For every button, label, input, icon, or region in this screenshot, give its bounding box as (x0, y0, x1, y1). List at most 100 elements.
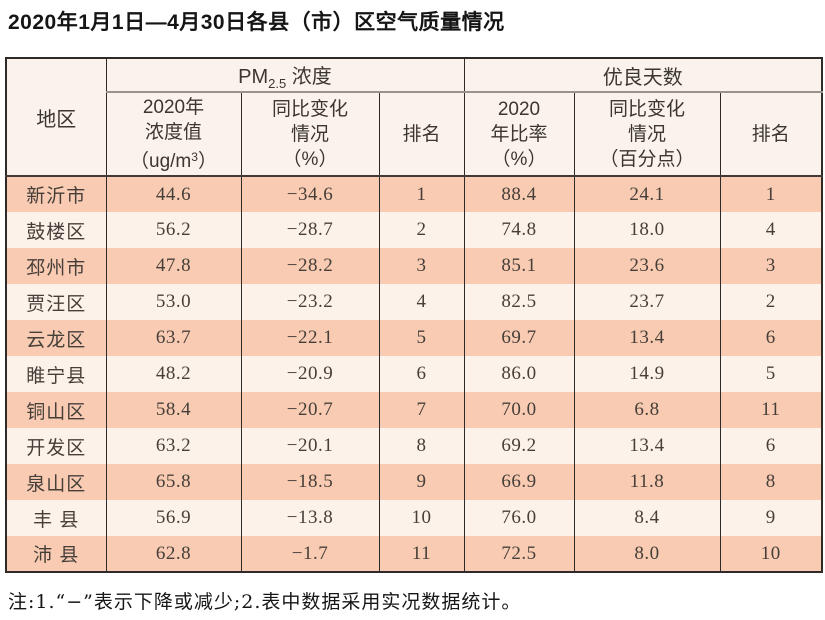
pm25-rank-cell: 6 (378, 356, 465, 393)
header-pm25-value: 2020年 浓度值 （ug/m3） (105, 92, 242, 178)
pm25-value-cell: 63.2 (105, 428, 242, 465)
header-group-pm25: PM2.5 浓度 (105, 58, 465, 94)
table-header: 地区 PM2.5 浓度 优良天数 2020年 浓度值 （ug/m3） 同比变化 … (5, 58, 823, 178)
good-rank-cell: 2 (719, 284, 823, 321)
header-line: 情况 (627, 123, 666, 145)
good-ratio-cell: 72.5 (463, 536, 575, 573)
header-group-good-days: 优良天数 (463, 58, 823, 94)
pm25-change-cell: −20.7 (240, 392, 380, 429)
header-line: 同比变化 (608, 98, 685, 120)
table-row: 贾汪区 53.0 −23.2 4 82.5 23.7 2 (5, 284, 823, 321)
good-ratio-cell: 82.5 (463, 284, 575, 321)
region-cell: 开发区 (5, 428, 107, 465)
pm25-value-cell: 48.2 (105, 356, 242, 393)
header-line: 同比变化 (271, 98, 348, 120)
pm25-value-cell: 58.4 (105, 392, 242, 429)
good-change-cell: 14.9 (573, 356, 721, 393)
pm25-rank-cell: 3 (378, 248, 465, 285)
table-row: 开发区 63.2 −20.1 8 69.2 13.4 6 (5, 428, 823, 465)
pm25-change-cell: −28.2 (240, 248, 380, 285)
region-cell: 邳州市 (5, 248, 107, 285)
good-change-cell: 11.8 (573, 464, 721, 501)
good-change-cell: 6.8 (573, 392, 721, 429)
good-rank-cell: 8 (719, 464, 823, 501)
pm25-value-cell: 56.2 (105, 212, 242, 249)
header-good-change: 同比变化 情况 （百分点） (573, 92, 721, 178)
header-group-row: 地区 PM2.5 浓度 优良天数 (5, 58, 823, 178)
footnote: 注:1.“−”表示下降或减少;2.表中数据采用实况数据统计。 (8, 591, 522, 614)
good-ratio-cell: 88.4 (463, 176, 575, 213)
pm25-value-cell: 56.9 (105, 500, 242, 537)
pm25-change-cell: −23.2 (240, 284, 380, 321)
header-region: 地区 (5, 58, 107, 178)
pm25-value-cell: 62.8 (105, 536, 242, 573)
good-rank-cell: 4 (719, 212, 823, 249)
pm25-change-cell: −20.1 (240, 428, 380, 465)
table-row: 泉山区 65.8 −18.5 9 66.9 11.8 8 (5, 464, 823, 501)
header-line: 年比率 (490, 123, 548, 145)
region-cell: 泉山区 (5, 464, 107, 501)
region-cell: 铜山区 (5, 392, 107, 429)
pm25-rank-cell: 8 (378, 428, 465, 465)
good-rank-cell: 5 (719, 356, 823, 393)
good-rank-cell: 11 (719, 392, 823, 429)
good-change-cell: 8.4 (573, 500, 721, 537)
good-ratio-cell: 69.7 (463, 320, 575, 357)
header-pm25-change: 同比变化 情况 （%） (240, 92, 380, 178)
header-line: （%） (282, 148, 338, 170)
good-ratio-cell: 76.0 (463, 500, 575, 537)
good-rank-cell: 6 (719, 320, 823, 357)
unit-suffix: ） (197, 150, 217, 172)
header-line: （%） (491, 148, 547, 170)
good-ratio-cell: 69.2 (463, 428, 575, 465)
pm25-rank-cell: 7 (378, 392, 465, 429)
pm25-label-suffix: 浓度 (286, 65, 332, 88)
unit-prefix: （ug/m (130, 150, 192, 172)
unit-superscript: 3 (191, 149, 198, 164)
pm25-label-prefix: PM (238, 65, 269, 88)
pm25-value-cell: 47.8 (105, 248, 242, 285)
good-ratio-cell: 66.9 (463, 464, 575, 501)
pm25-change-cell: −13.8 (240, 500, 380, 537)
header-good-rank: 排名 (719, 92, 823, 178)
good-rank-cell: 1 (719, 176, 823, 213)
good-rank-cell: 6 (719, 428, 823, 465)
good-rank-cell: 3 (719, 248, 823, 285)
pm25-change-cell: −20.9 (240, 356, 380, 393)
header-line: （百分点） (599, 148, 695, 170)
good-rank-cell: 10 (719, 536, 823, 573)
pm25-change-cell: −22.1 (240, 320, 380, 357)
pm25-rank-cell: 2 (378, 212, 465, 249)
header-line: 2020年 (142, 96, 205, 118)
table-row: 邳州市 47.8 −28.2 3 85.1 23.6 3 (5, 248, 823, 285)
pm25-value-cell: 53.0 (105, 284, 242, 321)
pm25-rank-cell: 10 (378, 500, 465, 537)
region-cell: 沛 县 (5, 536, 107, 573)
good-rank-cell: 9 (719, 500, 823, 537)
pm25-rank-cell: 1 (378, 176, 465, 213)
header-line: （ug/m3） (107, 145, 240, 174)
table-row: 睢宁县 48.2 −20.9 6 86.0 14.9 5 (5, 356, 823, 393)
pm25-rank-cell: 11 (378, 536, 465, 573)
pm25-label-subscript: 2.5 (268, 75, 287, 91)
table-row: 云龙区 63.7 −22.1 5 69.7 13.4 6 (5, 320, 823, 357)
good-change-cell: 23.7 (573, 284, 721, 321)
region-cell: 鼓楼区 (5, 212, 107, 249)
good-change-cell: 8.0 (573, 536, 721, 573)
good-ratio-cell: 74.8 (463, 212, 575, 249)
good-change-cell: 24.1 (573, 176, 721, 213)
header-pm25-rank: 排名 (378, 92, 465, 178)
good-change-cell: 13.4 (573, 428, 721, 465)
good-ratio-cell: 70.0 (463, 392, 575, 429)
region-cell: 睢宁县 (5, 356, 107, 393)
header-sub-row: 2020年 浓度值 （ug/m3） 同比变化 情况 （%） 排名 2020 年比… (6, 92, 823, 178)
table-row: 丰 县 56.9 −13.8 10 76.0 8.4 9 (5, 500, 823, 537)
good-change-cell: 18.0 (573, 212, 721, 249)
good-ratio-cell: 86.0 (463, 356, 575, 393)
region-cell: 新沂市 (5, 176, 107, 213)
table-body: 新沂市 44.6 −34.6 1 88.4 24.1 1 鼓楼区 56.2 −2… (5, 176, 823, 573)
pm25-value-cell: 65.8 (105, 464, 242, 501)
table-row: 铜山区 58.4 −20.7 7 70.0 6.8 11 (5, 392, 823, 429)
region-cell: 丰 县 (5, 500, 107, 537)
